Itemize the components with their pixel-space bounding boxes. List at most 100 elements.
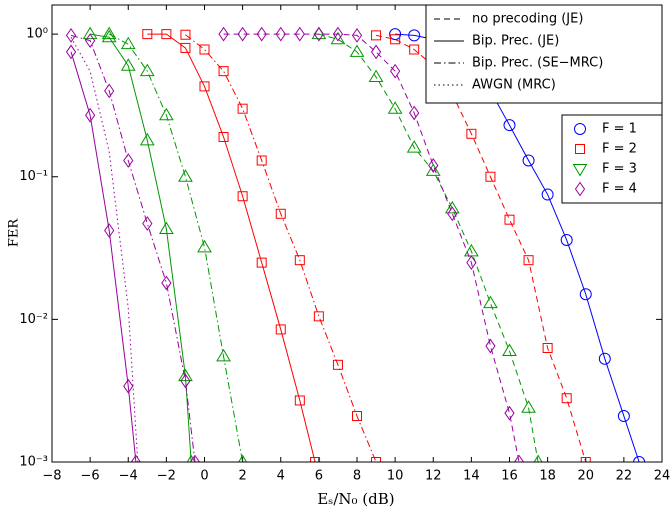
marker — [574, 181, 586, 197]
series-line — [375, 34, 587, 462]
marker — [485, 338, 496, 354]
legend-label: Bip. Prec. (SE−MRC) — [472, 56, 603, 71]
y-tick-label: 10⁻¹ — [19, 169, 48, 184]
x-tick-label: 2 — [238, 469, 246, 484]
marker — [330, 31, 346, 45]
marker — [294, 395, 305, 406]
marker — [504, 214, 515, 225]
plot-frame — [51, 4, 663, 463]
marker — [104, 223, 115, 238]
marker — [180, 42, 191, 53]
marker — [180, 29, 191, 40]
marker — [178, 169, 193, 182]
x-tick-label: 0 — [200, 469, 208, 484]
marker — [409, 105, 420, 121]
marker — [483, 295, 498, 309]
marker — [541, 188, 554, 201]
x-tick-label: −6 — [81, 469, 100, 484]
series-line — [70, 34, 196, 462]
marker — [123, 378, 134, 394]
legend-label: F = 2 — [602, 142, 637, 157]
marker — [513, 454, 525, 462]
legend-label: F = 4 — [602, 182, 637, 197]
marker — [409, 44, 420, 55]
marker — [237, 26, 248, 42]
marker — [371, 457, 382, 462]
marker — [238, 454, 248, 462]
marker — [580, 457, 591, 462]
marker — [502, 343, 517, 357]
marker — [351, 27, 363, 43]
x-tick-label: 18 — [539, 469, 556, 484]
y-tick-label: 10⁻³ — [19, 455, 48, 470]
marker — [85, 33, 96, 49]
marker — [199, 44, 210, 55]
marker — [237, 103, 248, 114]
marker — [101, 26, 117, 40]
marker — [561, 393, 572, 404]
marker — [256, 26, 267, 42]
marker — [158, 107, 174, 121]
marker — [237, 191, 248, 202]
marker — [466, 255, 477, 270]
marker — [406, 140, 422, 153]
marker — [158, 221, 174, 235]
x-tick-label: 4 — [277, 469, 285, 484]
marker — [368, 69, 384, 83]
marker — [142, 29, 153, 40]
marker — [522, 154, 535, 167]
x-tick-label: 12 — [425, 469, 442, 484]
marker — [332, 359, 343, 370]
legend-label: Bip. Prec. (JE) — [472, 34, 559, 49]
series-line — [108, 33, 244, 462]
marker — [197, 239, 212, 253]
marker — [523, 255, 534, 266]
x-tick-label: 22 — [616, 469, 633, 484]
marker — [560, 234, 573, 247]
marker — [371, 30, 382, 41]
marker — [130, 454, 141, 462]
marker — [572, 164, 588, 177]
marker — [313, 311, 324, 322]
marker — [256, 155, 267, 166]
marker — [294, 255, 305, 266]
marker — [218, 66, 229, 77]
marker — [575, 144, 585, 154]
series-line — [318, 33, 539, 462]
marker — [542, 342, 553, 353]
x-tick-label: 10 — [387, 469, 404, 484]
series-line — [223, 33, 520, 462]
marker — [574, 123, 586, 135]
series-line — [70, 51, 137, 462]
marker — [504, 405, 515, 421]
x-tick-label: −8 — [42, 469, 61, 484]
series-line — [147, 33, 316, 462]
marker — [123, 153, 134, 168]
marker — [104, 83, 115, 99]
marker — [218, 131, 229, 142]
x-tick-label: −4 — [119, 469, 138, 484]
marker — [161, 29, 172, 40]
x-tick-label: 8 — [353, 469, 361, 484]
series-line — [185, 34, 377, 462]
marker — [425, 163, 441, 176]
marker — [120, 58, 136, 71]
legend-label: F = 1 — [602, 122, 637, 137]
marker — [408, 29, 421, 42]
marker — [579, 288, 592, 301]
marker — [521, 400, 536, 413]
series-line — [90, 33, 192, 462]
marker — [275, 324, 286, 335]
marker — [444, 200, 460, 214]
marker — [447, 206, 458, 222]
y-tick-label: 10⁻² — [19, 312, 48, 327]
marker — [485, 171, 496, 182]
marker — [313, 26, 324, 42]
marker — [139, 132, 155, 146]
marker — [216, 348, 231, 362]
marker — [85, 107, 96, 123]
marker — [617, 410, 630, 423]
x-tick-label: 24 — [654, 469, 671, 484]
marker — [310, 457, 321, 462]
